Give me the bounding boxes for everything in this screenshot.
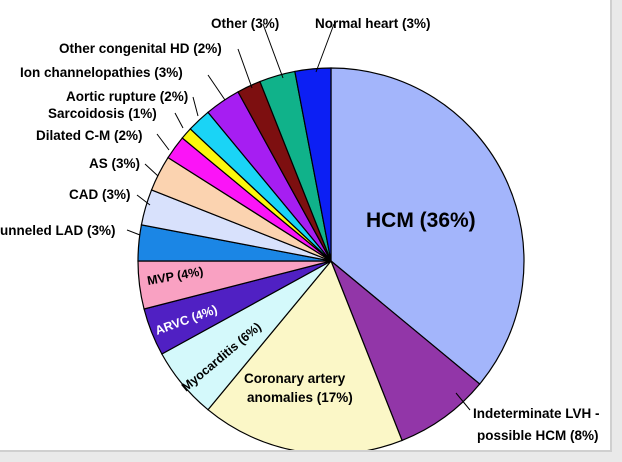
pie-slices [137,67,525,450]
label-sarcoidosis: Sarcoidosis (1%) [48,106,157,121]
leader-normal [315,23,335,73]
label-indeterminate-2: possible HCM (8%) [477,428,599,443]
leader-lines [126,23,471,411]
label-as: AS (3%) [89,156,140,171]
label-normal: Normal heart (3%) [315,16,431,31]
pie-slice-0 [330,67,525,385]
label-cad: CAD (3%) [69,187,131,202]
label-aortic: Aortic rupture (2%) [66,89,188,104]
label-coronary-2: anomalies (17%) [247,390,353,405]
label-other: Other (3%) [211,16,279,31]
slice-labels: HCM (36%) Indeterminate LVH - possible H… [0,16,600,443]
label-indeterminate-1: Indeterminate LVH - [473,406,600,421]
label-coronary-1: Coronary artery [244,371,346,386]
leader-indeterminate [455,392,471,411]
leader-other-congenital [237,48,253,89]
label-ion: Ion channelopathies (3%) [20,65,183,80]
leader-as [144,163,159,177]
label-other-congenital: Other congenital HD (2%) [59,41,222,56]
pie-chart: HCM (36%) Indeterminate LVH - possible H… [0,16,600,450]
leader-other [262,23,284,79]
label-dilated: Dilated C-M (2%) [36,128,143,143]
label-hcm: HCM (36%) [366,209,476,232]
leader-dilated [156,133,170,151]
pie-slice-15 [294,67,332,262]
leader-ion [207,74,226,101]
leader-aortic [192,96,199,117]
leader-sarcoidosis [174,112,184,129]
chart-frame: HCM (36%) Indeterminate LVH - possible H… [0,0,612,452]
leader-cad [136,194,151,206]
label-tunneled: unneled LAD (3%) [0,223,116,238]
pie-slice-2 [207,259,403,450]
pie-slice-1 [330,260,481,442]
leader-tunneled [126,229,141,236]
